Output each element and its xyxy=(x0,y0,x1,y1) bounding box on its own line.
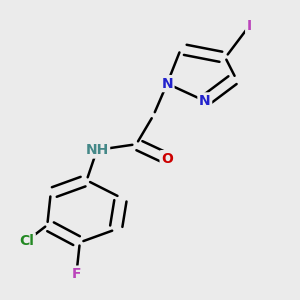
Text: N: N xyxy=(161,76,173,91)
Text: F: F xyxy=(72,267,81,281)
Text: O: O xyxy=(161,152,173,166)
Text: I: I xyxy=(247,19,252,33)
Text: Cl: Cl xyxy=(19,234,34,248)
Text: N: N xyxy=(199,94,211,108)
Text: NH: NH xyxy=(85,143,109,157)
